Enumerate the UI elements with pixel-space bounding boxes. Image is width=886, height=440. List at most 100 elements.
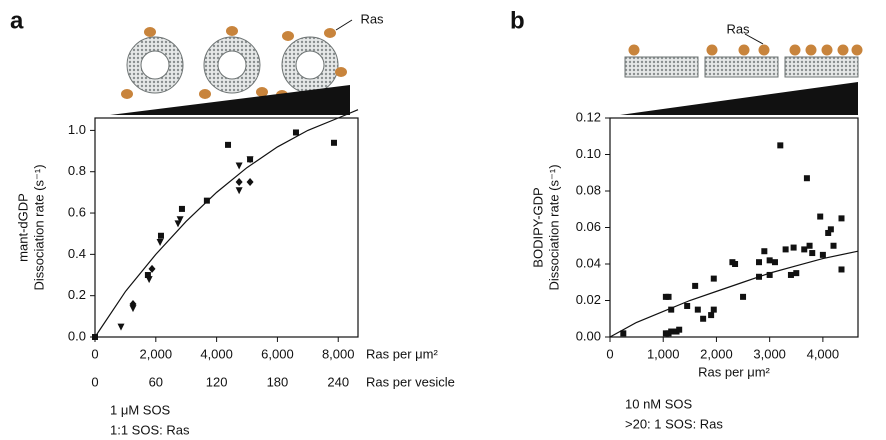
x-tick-label: 6,000 bbox=[261, 346, 294, 361]
x-tick-label: 4,000 bbox=[807, 346, 840, 361]
y-tick-label: 0.02 bbox=[576, 292, 601, 307]
y-axis-label: mant-dGDP bbox=[15, 193, 30, 262]
x2-tick-label: 180 bbox=[267, 374, 289, 389]
y-tick-label: 0.4 bbox=[68, 246, 86, 261]
y-tick-label: 0.6 bbox=[68, 204, 86, 219]
point bbox=[777, 142, 784, 149]
point bbox=[740, 293, 747, 300]
point bbox=[668, 328, 675, 335]
x-tick-label: 0 bbox=[606, 346, 613, 361]
point bbox=[809, 250, 816, 257]
x-axis-label: Ras per μm² bbox=[698, 364, 770, 379]
point bbox=[803, 175, 810, 182]
x2-tick-label: 60 bbox=[149, 374, 163, 389]
point bbox=[117, 323, 125, 331]
point bbox=[692, 282, 699, 289]
point bbox=[129, 305, 137, 313]
y-tick-label: 0.06 bbox=[576, 219, 601, 234]
panel-label: b bbox=[510, 7, 525, 34]
y-tick-label: 0.04 bbox=[576, 255, 601, 270]
point bbox=[178, 205, 185, 212]
note: 1 μM SOS bbox=[110, 402, 171, 417]
point bbox=[710, 306, 717, 313]
annotation: Ras bbox=[726, 21, 750, 36]
plot-frame bbox=[94, 117, 359, 338]
x2-tick-label: 120 bbox=[206, 374, 228, 389]
point bbox=[620, 330, 627, 337]
plot-frame bbox=[609, 117, 859, 338]
point bbox=[838, 266, 845, 273]
point bbox=[766, 271, 773, 278]
fit-curve bbox=[609, 250, 859, 338]
point bbox=[708, 312, 715, 319]
note: >20: 1 SOS: Ras bbox=[625, 416, 723, 431]
point bbox=[827, 226, 834, 233]
point bbox=[235, 178, 243, 187]
y-tick-label: 0.8 bbox=[68, 163, 86, 178]
vesicle-illustration bbox=[110, 19, 353, 115]
note: 1:1 SOS: Ras bbox=[110, 422, 190, 437]
point bbox=[235, 187, 243, 195]
membrane-illustration bbox=[620, 33, 863, 115]
x2-tick-label: 0 bbox=[91, 374, 98, 389]
point bbox=[819, 251, 826, 258]
point bbox=[793, 270, 800, 277]
point bbox=[676, 326, 683, 333]
point bbox=[246, 156, 254, 164]
x-tick-label: 4,000 bbox=[200, 346, 233, 361]
y-tick-label: 0.12 bbox=[576, 109, 601, 124]
point bbox=[838, 215, 845, 222]
y-tick-label: 0.0 bbox=[68, 328, 86, 343]
point bbox=[766, 257, 773, 264]
point bbox=[732, 261, 739, 267]
point bbox=[782, 246, 789, 253]
point bbox=[148, 264, 156, 273]
point bbox=[694, 306, 701, 313]
panel-label: a bbox=[10, 7, 24, 34]
point bbox=[225, 141, 232, 148]
point bbox=[817, 213, 824, 220]
point bbox=[756, 259, 763, 266]
y-tick-label: 0.10 bbox=[576, 146, 601, 161]
x-axis-label: Ras per μm² bbox=[366, 346, 438, 361]
x-tick-label: 2,000 bbox=[700, 346, 733, 361]
point bbox=[790, 244, 797, 251]
point bbox=[684, 302, 691, 309]
point bbox=[145, 276, 153, 284]
point bbox=[806, 242, 813, 249]
point bbox=[144, 272, 151, 279]
y-tick-label: 0.2 bbox=[68, 287, 86, 302]
y-axis-label: Dissociation rate (s⁻¹) bbox=[31, 164, 46, 290]
point bbox=[157, 232, 164, 239]
fit-curve bbox=[94, 109, 359, 338]
point bbox=[710, 275, 717, 282]
y-tick-label: 0.08 bbox=[576, 182, 601, 197]
point bbox=[330, 139, 337, 146]
annotation: Ras bbox=[360, 11, 384, 26]
point bbox=[761, 248, 768, 255]
point bbox=[801, 246, 808, 253]
y-axis-label: BODIPY-GDP bbox=[530, 187, 545, 267]
y-axis-label: Dissociation rate (s⁻¹) bbox=[546, 164, 561, 290]
point bbox=[129, 299, 137, 308]
point bbox=[156, 238, 164, 246]
point bbox=[665, 293, 672, 300]
point bbox=[176, 216, 184, 224]
x-tick-label: 3,000 bbox=[753, 346, 786, 361]
point bbox=[235, 162, 243, 170]
y-tick-label: 0.00 bbox=[576, 328, 601, 343]
x-tick-label: 0 bbox=[91, 346, 98, 361]
point bbox=[203, 197, 210, 204]
y-tick-label: 1.0 bbox=[68, 122, 86, 137]
point bbox=[246, 178, 254, 187]
point bbox=[830, 242, 837, 249]
x2-axis-label: Ras per vesicle bbox=[366, 374, 455, 389]
x2-tick-label: 240 bbox=[327, 374, 349, 389]
x-tick-label: 8,000 bbox=[322, 346, 355, 361]
point bbox=[771, 259, 778, 266]
point bbox=[787, 271, 794, 278]
note: 10 nM SOS bbox=[625, 396, 693, 411]
point bbox=[700, 315, 707, 322]
